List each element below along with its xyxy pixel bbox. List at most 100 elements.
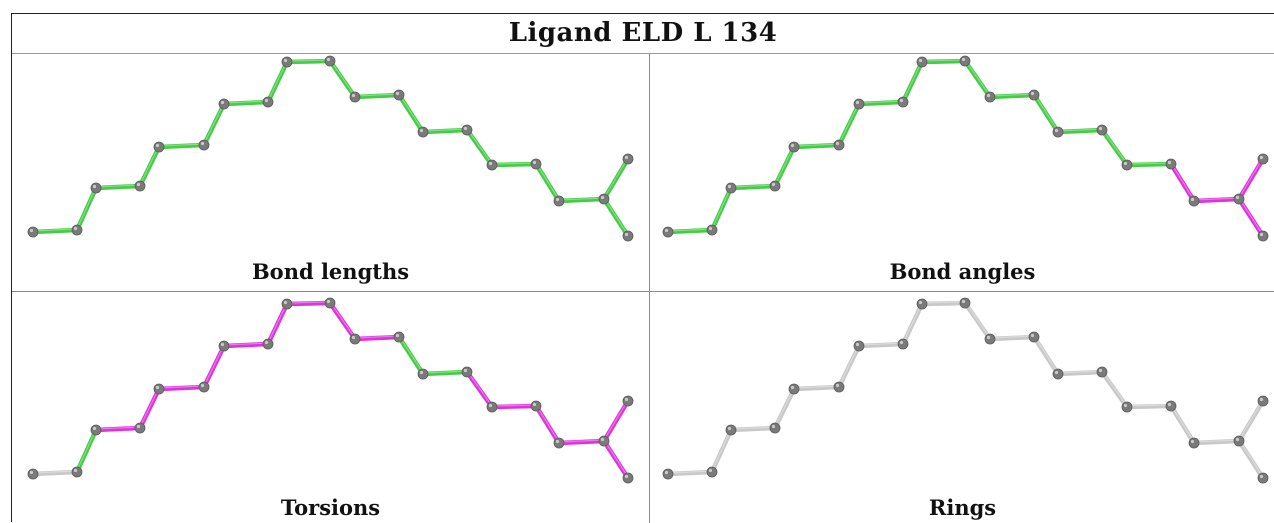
atom [1257, 472, 1269, 484]
bond [93, 183, 143, 191]
atom [1188, 437, 1200, 449]
atom [486, 159, 498, 171]
panel-rings: Rings [650, 292, 1274, 523]
atom-highlight [29, 228, 34, 233]
bond [284, 300, 333, 307]
bond [1236, 398, 1266, 444]
bond-highlight [95, 184, 141, 188]
bond [962, 300, 993, 342]
bond-highlight [466, 128, 493, 165]
atom [662, 226, 674, 238]
bond [1168, 161, 1197, 204]
bond-highlight [1101, 370, 1128, 407]
atom [1121, 159, 1133, 171]
panel-bond-angles: Bond angles [650, 54, 1274, 291]
atom [393, 331, 405, 343]
atom [769, 422, 781, 434]
bond-highlight [1126, 404, 1172, 407]
atom-highlight [835, 383, 840, 388]
bond-highlight [603, 157, 629, 199]
atom [198, 139, 210, 151]
atom-highlight [986, 93, 991, 98]
atom [349, 91, 361, 103]
bond [30, 469, 80, 477]
atom [1052, 126, 1064, 138]
bond [919, 58, 968, 65]
atom [461, 366, 473, 378]
bond [420, 369, 470, 377]
bond-highlight [329, 59, 356, 97]
panel-label-torsions: Torsions [280, 495, 381, 520]
bond [93, 425, 143, 433]
atom [725, 182, 737, 194]
atom [916, 56, 928, 68]
bond-highlight [558, 197, 605, 201]
bond [464, 369, 495, 410]
bond-highlight [603, 197, 629, 236]
bond-highlight [711, 186, 732, 230]
atom [417, 126, 429, 138]
atom-highlight [155, 385, 160, 390]
bond [137, 144, 162, 189]
bond-highlight [793, 385, 840, 389]
bond [137, 386, 162, 431]
atom-highlight [1235, 437, 1240, 442]
bond-highlight [286, 301, 331, 304]
atom-highlight [555, 439, 560, 444]
atom-highlight [961, 57, 966, 62]
atom [916, 298, 928, 310]
bond [919, 300, 968, 307]
atom [622, 230, 634, 242]
bond-highlight [158, 143, 205, 147]
bond-highlight [354, 93, 400, 97]
atom-highlight [488, 403, 493, 408]
bond [201, 343, 227, 390]
bond-highlight [223, 342, 269, 346]
atom-highlight [1098, 368, 1103, 373]
atom [1052, 368, 1064, 380]
bond [1124, 403, 1174, 410]
molecule-bond-lengths [27, 55, 634, 242]
bond [352, 334, 402, 342]
bond [420, 127, 470, 135]
bond-highlight [76, 428, 97, 472]
atom [959, 55, 971, 67]
bond-highlight [286, 59, 331, 62]
atom-highlight [790, 385, 795, 390]
atom-highlight [463, 126, 468, 131]
atom [959, 297, 971, 309]
bond-highlight [1126, 162, 1172, 165]
bond [352, 92, 402, 100]
atom [198, 381, 210, 393]
atom [553, 437, 565, 449]
atom-highlight [1098, 126, 1103, 131]
bond-highlight [902, 302, 923, 344]
atom-highlight [1054, 370, 1059, 375]
bond [221, 341, 271, 349]
bond-highlight [158, 385, 205, 389]
atom [598, 435, 610, 447]
atom-highlight [771, 182, 776, 187]
bond [30, 227, 80, 235]
bond-highlight [858, 100, 904, 104]
atom [1096, 124, 1108, 136]
bond [665, 469, 715, 477]
atom-highlight [395, 91, 400, 96]
bond-highlight [1033, 93, 1059, 132]
bond-highlight [989, 93, 1035, 97]
atom [71, 466, 83, 478]
bond [772, 144, 797, 189]
bond [728, 425, 778, 433]
atom [27, 468, 39, 480]
bond [987, 334, 1037, 342]
atom-highlight [136, 182, 141, 187]
bond [1191, 438, 1242, 446]
bond [464, 127, 495, 168]
atom-highlight [1167, 160, 1172, 165]
atom [1257, 230, 1269, 242]
bond-highlight [603, 399, 629, 441]
bond-highlight [1193, 439, 1240, 443]
atom [349, 333, 361, 345]
atom-highlight [555, 197, 560, 202]
atom [769, 180, 781, 192]
